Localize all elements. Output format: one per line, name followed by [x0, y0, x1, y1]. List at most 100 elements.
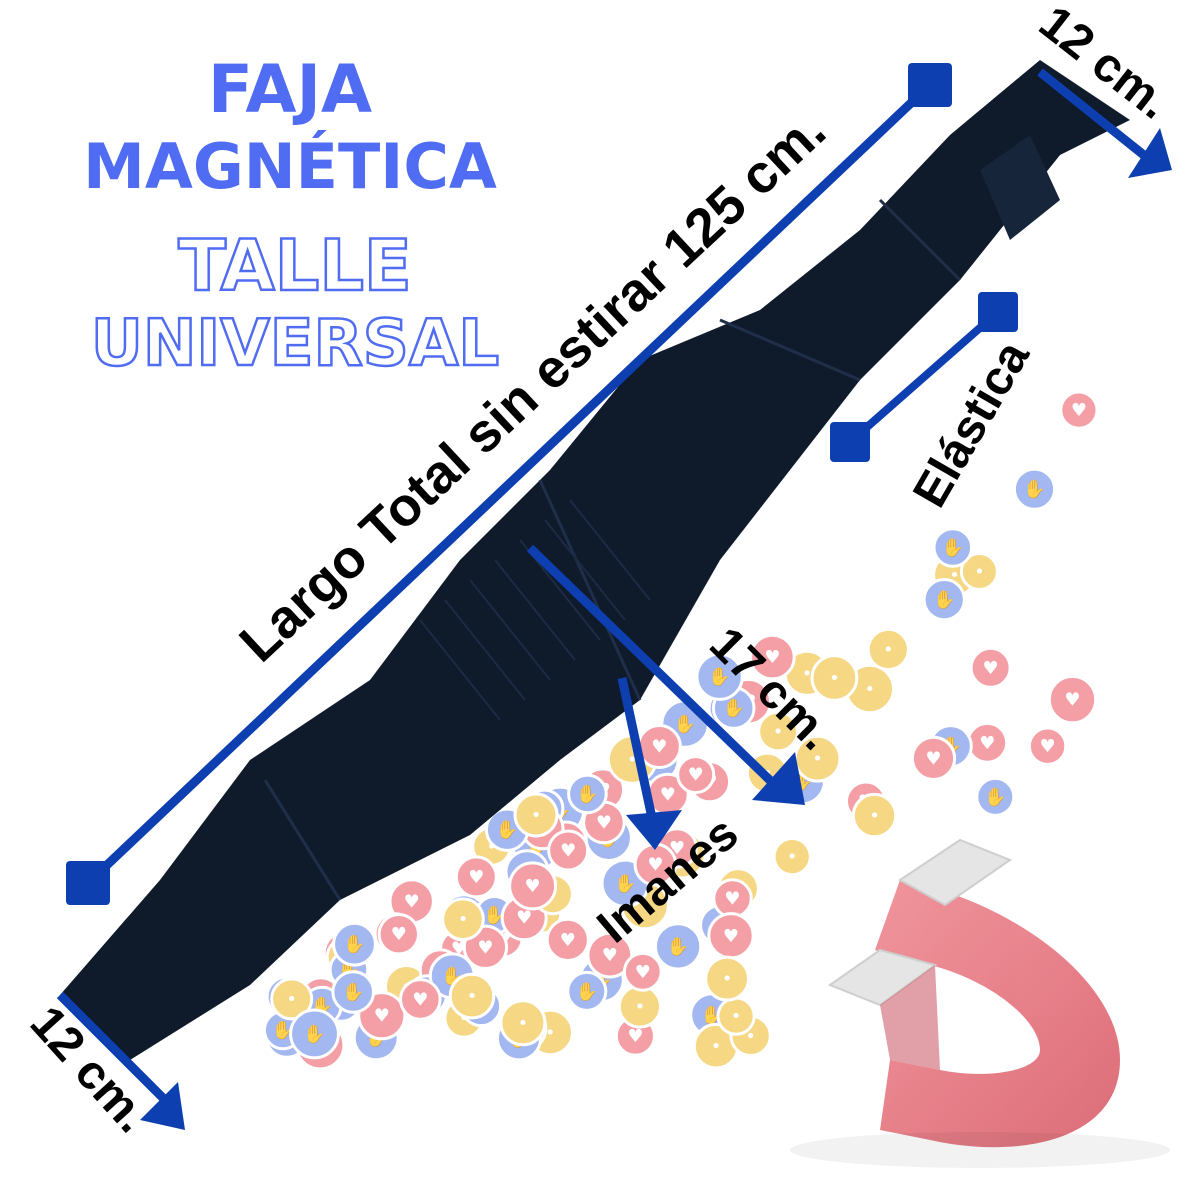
svg-text:•: • — [883, 640, 894, 661]
heart-reaction-icon: ♥ — [1047, 674, 1098, 725]
svg-text:♥: ♥ — [468, 867, 484, 888]
like-reaction-icon: ✋ — [331, 970, 376, 1014]
svg-text:•: • — [722, 969, 733, 990]
horseshoe-magnet-icon — [790, 838, 1170, 1168]
svg-text:♥: ♥ — [1071, 400, 1087, 421]
like-reaction-icon: ✋ — [1012, 467, 1057, 511]
svg-text:♥: ♥ — [560, 930, 576, 951]
svg-text:✋: ✋ — [576, 783, 598, 805]
heart-reaction-icon: ♥ — [508, 861, 558, 911]
svg-text:✋: ✋ — [674, 713, 696, 735]
heart-reaction-icon: ♥ — [377, 913, 420, 956]
like-reaction-icon: ✋ — [566, 970, 608, 1012]
like-reaction-icon: ✋ — [975, 776, 1016, 817]
svg-text:♥: ♥ — [404, 891, 420, 912]
heart-reaction-icon: ♥ — [1027, 726, 1068, 766]
svg-text:♥: ♥ — [627, 1026, 643, 1047]
total-length-dimension — [66, 63, 952, 905]
product-title: FAJA MAGNÉTICA TALLE UNIVERSAL — [83, 51, 500, 382]
title-line-3: TALLE — [178, 225, 412, 307]
svg-text:•: • — [635, 997, 646, 1018]
svg-text:♥: ♥ — [647, 855, 663, 876]
svg-text:•: • — [949, 565, 960, 586]
svg-text:✋: ✋ — [708, 666, 730, 688]
svg-text:✋: ✋ — [614, 872, 636, 894]
svg-text:•: • — [812, 749, 823, 770]
heart-reaction-icon: ♥ — [966, 721, 1009, 764]
heart-reaction-icon: ♥ — [749, 633, 796, 681]
like-reaction-icon: ✋ — [484, 807, 530, 852]
wow-reaction-icon: • — [866, 627, 910, 672]
wow-reaction-icon: • — [704, 955, 750, 1002]
like-reaction-icon: ✋ — [932, 527, 974, 568]
svg-text:•: • — [773, 722, 784, 743]
svg-text:✋: ✋ — [496, 819, 518, 841]
heart-reaction-icon: ♥ — [707, 912, 755, 960]
svg-text:•: • — [731, 1006, 742, 1027]
wow-reaction-icon: • — [692, 1022, 740, 1070]
width-bottom-arrow — [56, 991, 185, 1130]
title-line-2: MAGNÉTICA — [83, 130, 497, 203]
svg-text:•: • — [545, 1022, 556, 1043]
svg-text:♥: ♥ — [724, 889, 740, 910]
svg-text:♥: ♥ — [596, 812, 612, 833]
svg-text:•: • — [467, 986, 478, 1007]
svg-text:♥: ♥ — [602, 945, 618, 966]
svg-text:♥: ♥ — [764, 647, 780, 668]
wow-reaction-icon: • — [617, 984, 663, 1029]
magnetic-belt — [60, 60, 1130, 1060]
svg-text:♥: ♥ — [723, 926, 739, 947]
svg-text:✋: ✋ — [942, 537, 964, 559]
svg-text:♥: ♥ — [525, 876, 541, 897]
title-line-1: FAJA — [208, 51, 372, 128]
wow-reaction-icon: • — [851, 792, 898, 839]
heart-reaction-icon: ♥ — [454, 855, 498, 899]
heart-reaction-icon: ♥ — [1059, 390, 1099, 430]
like-reaction-icon: ✋ — [567, 773, 608, 815]
svg-text:•: • — [711, 1036, 722, 1057]
wow-reaction-icon: • — [793, 734, 842, 783]
svg-text:✋: ✋ — [342, 981, 364, 1003]
wow-reaction-icon: • — [772, 837, 812, 877]
svg-text:•: • — [459, 1008, 470, 1029]
heart-reaction-icon: ♥ — [910, 735, 957, 782]
svg-text:♥: ♥ — [925, 748, 941, 769]
svg-text:✋: ✋ — [483, 904, 505, 926]
heart-reaction-icon: ♥ — [545, 917, 590, 963]
svg-text:✋: ✋ — [303, 1023, 325, 1045]
svg-text:✋: ✋ — [272, 1019, 294, 1041]
reaction-bubbles: ✋✋✋✋•♥♥✋♥✋✋♥✋♥♥•✋♥•♥•♥♥✋••♥•♥✋♥♥✋•✋•♥✋✋✋… — [262, 390, 1099, 1071]
svg-text:♥: ♥ — [391, 924, 407, 945]
svg-text:•: • — [974, 562, 985, 583]
svg-text:•: • — [869, 806, 880, 827]
svg-text:✋: ✋ — [576, 980, 598, 1002]
heart-reaction-icon: ♥ — [399, 978, 442, 1021]
svg-text:♥: ♥ — [516, 908, 532, 929]
like-reaction-icon: ✋ — [289, 1008, 340, 1060]
like-reaction-icon: ✋ — [653, 922, 703, 971]
title-line-4: UNIVERSAL — [91, 307, 499, 381]
svg-text:•: • — [829, 668, 840, 689]
svg-text:•: • — [486, 836, 497, 857]
heart-reaction-icon: ♥ — [586, 931, 634, 979]
svg-text:♥: ♥ — [374, 1006, 390, 1027]
wow-reaction-icon: • — [959, 552, 999, 591]
width-center-arrow — [526, 544, 805, 805]
heart-reaction-icon: ♥ — [636, 724, 682, 769]
width-top-arrow — [1037, 68, 1172, 178]
heart-reaction-icon: ♥ — [622, 951, 663, 992]
svg-text:•: • — [745, 1026, 756, 1047]
wow-reaction-icon: • — [448, 972, 496, 1020]
like-reaction-icon: ✋ — [695, 652, 744, 701]
like-reaction-icon: ✋ — [922, 578, 966, 622]
svg-text:•: • — [802, 663, 813, 684]
wow-reaction-icon: • — [716, 996, 756, 1036]
svg-text:♥: ♥ — [412, 989, 428, 1010]
svg-text:•: • — [627, 750, 638, 771]
svg-text:♥: ♥ — [1064, 690, 1080, 711]
svg-text:♥: ♥ — [979, 733, 995, 754]
svg-text:✋: ✋ — [933, 589, 955, 611]
wow-reaction-icon: • — [810, 654, 859, 702]
wow-reaction-icon: • — [499, 999, 547, 1047]
